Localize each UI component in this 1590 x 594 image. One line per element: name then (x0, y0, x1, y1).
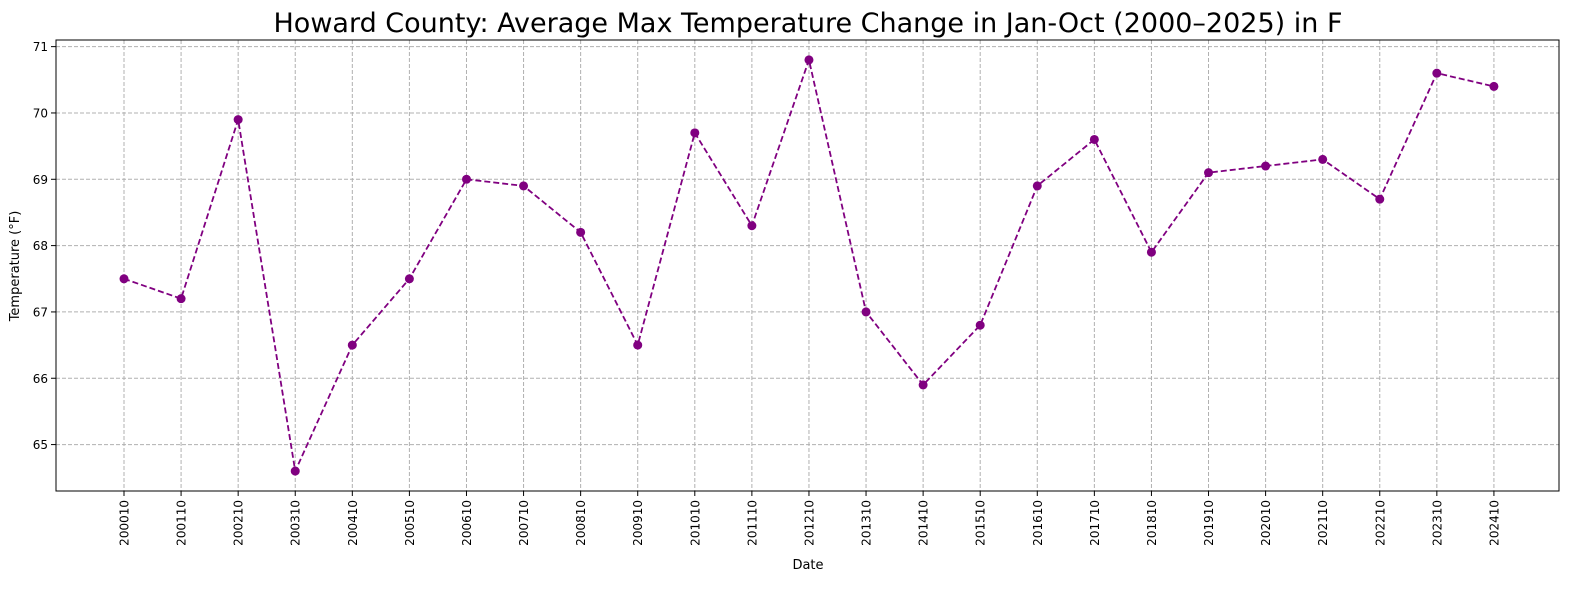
x-tick-label: 200910 (631, 500, 645, 546)
data-point (576, 227, 586, 237)
x-tick-label: 200110 (175, 500, 189, 546)
x-tick-label: 200410 (346, 500, 360, 546)
x-tick-label: 200010 (118, 500, 132, 546)
y-tick-label: 71 (33, 40, 48, 54)
x-tick-label: 200510 (403, 500, 417, 546)
x-tick-label: 201610 (1031, 500, 1045, 546)
x-tick-label: 201710 (1088, 500, 1102, 546)
x-tick-label: 201010 (688, 500, 702, 546)
data-point (347, 340, 357, 350)
x-tick-label: 202210 (1373, 500, 1387, 546)
data-point (1489, 81, 1499, 91)
x-tick-label: 201810 (1145, 500, 1159, 546)
data-point (233, 115, 243, 125)
x-axis-label: Date (792, 558, 823, 573)
x-tick-label: 200210 (232, 500, 246, 546)
x-tick-label: 201110 (745, 500, 759, 546)
x-tick-label: 201210 (802, 500, 816, 546)
x-tick-label: 202410 (1487, 500, 1501, 546)
y-tick-label: 69 (33, 173, 48, 187)
data-point (176, 294, 186, 304)
y-tick-label: 70 (33, 106, 48, 120)
data-point (1146, 247, 1156, 257)
data-point (1318, 154, 1328, 164)
data-point (975, 320, 985, 330)
x-tick-label: 200310 (289, 500, 303, 546)
x-tick-label: 200810 (574, 500, 588, 546)
y-axis-label: Temperature (°F) (8, 211, 23, 323)
data-point (519, 181, 529, 191)
data-points (119, 55, 1499, 476)
x-tick-label: 201910 (1202, 500, 1216, 546)
x-tick-label: 202010 (1259, 500, 1273, 546)
x-tick-label: 202110 (1316, 500, 1330, 546)
x-tick-label: 201410 (917, 500, 931, 546)
data-point (119, 274, 129, 284)
data-point (461, 174, 471, 184)
x-tick-label: 201310 (860, 500, 874, 546)
y-tick-label: 65 (33, 438, 48, 452)
x-tick-label: 202310 (1430, 500, 1444, 546)
data-point (1089, 134, 1099, 144)
chart-title: Howard County: Average Max Temperature C… (274, 8, 1343, 39)
x-tick-label: 201510 (974, 500, 988, 546)
x-tick-label: 200710 (517, 500, 531, 546)
data-point (690, 128, 700, 138)
data-point (747, 221, 757, 231)
plot-frame (55, 39, 1560, 492)
x-axis-ticks: 200010 200110 200210 200310 200410 200510 2006… (118, 491, 1501, 546)
grid (56, 40, 1559, 491)
data-point (1432, 68, 1442, 78)
data-point (1204, 168, 1214, 178)
y-axis-ticks: 65 66 67 68 69 70 71 (33, 40, 56, 452)
y-tick-label: 66 (33, 372, 48, 386)
data-point (633, 340, 643, 350)
data-point (290, 466, 300, 476)
data-point (918, 380, 928, 390)
data-point (1032, 181, 1042, 191)
y-tick-label: 68 (33, 239, 48, 253)
data-point (861, 307, 871, 317)
data-point (1261, 161, 1271, 171)
x-tick-label: 200610 (460, 500, 474, 546)
data-point (1375, 194, 1385, 204)
y-tick-label: 67 (33, 305, 48, 319)
data-point (404, 274, 414, 284)
data-point (804, 55, 814, 65)
